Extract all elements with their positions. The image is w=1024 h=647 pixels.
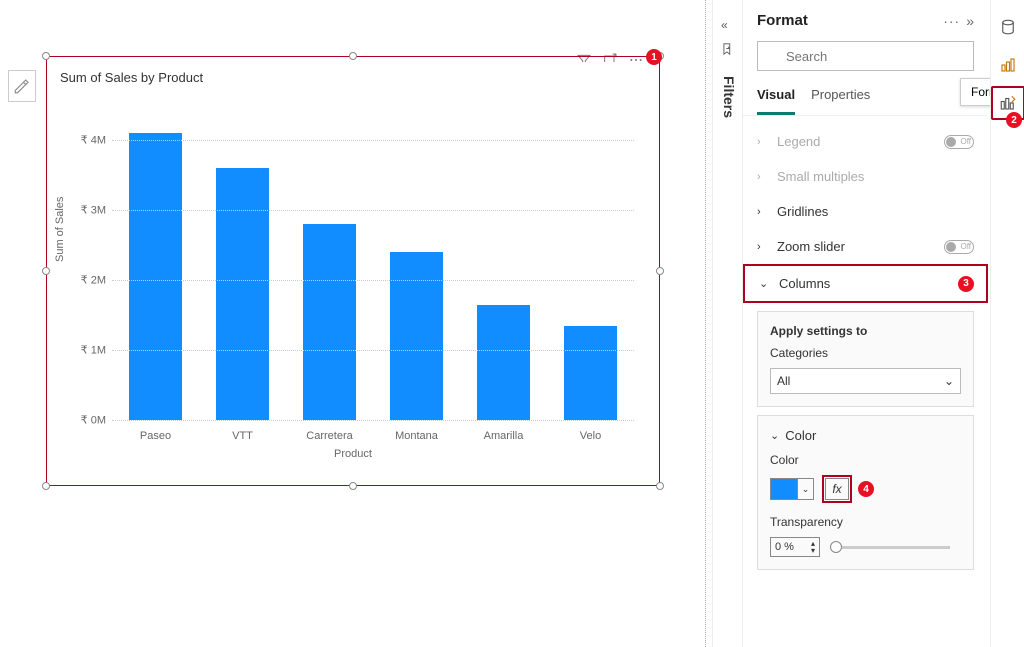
y-tick-label: ₹ 3M [81,204,106,217]
gridline [112,420,634,421]
x-tick-label: Velo [547,430,634,442]
tab-properties[interactable]: Properties [811,87,870,115]
pane-title: Format [757,12,943,29]
resize-handle[interactable] [656,267,664,275]
resize-handle[interactable] [349,52,357,60]
callout-4: 4 [858,481,874,497]
color-label: Color [770,453,961,467]
right-rail: 2 [990,0,1024,647]
filters-pane-collapsed[interactable]: « Filters [712,0,742,647]
categories-label: Categories [770,346,961,360]
section-label: Legend [777,134,820,149]
bar[interactable] [303,224,355,420]
section-columns[interactable]: ⌄ Columns 3 [743,264,988,303]
format-pane: Format ··· » Visual Properties Format › … [742,0,988,647]
section-gridlines[interactable]: › Gridlines [743,194,988,229]
search-input[interactable] [757,41,974,71]
bar[interactable] [390,252,442,420]
y-tick-label: ₹ 0M [81,414,106,427]
bar-column: Amarilla [460,112,547,420]
chart-visual-container[interactable]: Sum of Sales by Product Sum of Sales ₹ 0… [46,56,660,486]
callout-2: 2 [1006,112,1022,128]
bar-column: Montana [373,112,460,420]
gridline [112,280,634,281]
resize-handle[interactable] [42,267,50,275]
dropdown-value: All [777,374,790,388]
chevron-down-icon: ⌄ [770,429,779,442]
y-tick-label: ₹ 1M [81,344,106,357]
rail-build-icon[interactable] [991,48,1024,82]
tab-visual[interactable]: Visual [757,87,795,115]
section-label: Zoom slider [777,239,845,254]
x-tick-label: VTT [199,430,286,442]
chart-title: Sum of Sales by Product [52,62,654,89]
section-label: Small multiples [777,169,864,184]
color-header: Color [785,428,816,443]
chevron-right-icon: › [757,241,771,253]
bar-column: Paseo [112,112,199,420]
section-label: Gridlines [777,204,828,219]
x-tick-label: Montana [373,430,460,442]
x-tick-label: Amarilla [460,430,547,442]
color-card: ⌄ Color Color ⌄ fx 4 Transparency [757,415,974,570]
bar-column: Carretera [286,112,373,420]
apply-settings-title: Apply settings to [770,324,961,338]
callout-1: 1 [646,49,662,65]
chevron-down-icon: ⌄ [797,479,813,499]
transparency-spinner[interactable]: 0 % ▴▾ [770,537,820,557]
bar-column: Velo [547,112,634,420]
bar[interactable] [477,305,529,421]
gridline [112,140,634,141]
section-label: Columns [779,276,830,291]
rail-data-icon[interactable] [991,10,1024,44]
toggle-off[interactable]: Off [944,240,974,254]
gridline [112,210,634,211]
bar[interactable] [216,168,268,420]
transparency-slider[interactable] [830,546,950,549]
bar-chart: Sum of Sales by Product Sum of Sales ₹ 0… [52,62,654,480]
pane-more-icon[interactable]: ··· [943,13,960,29]
section-small-multiples[interactable]: › Small multiples [743,159,988,194]
bar[interactable] [564,326,616,421]
resize-handle[interactable] [349,482,357,490]
resize-handle[interactable] [42,482,50,490]
toggle-off[interactable]: Off [944,135,974,149]
section-legend[interactable]: › Legend Off [743,124,988,159]
x-tick-label: Paseo [112,430,199,442]
gridline [112,350,634,351]
resize-handle[interactable] [656,482,664,490]
y-tick-label: ₹ 2M [81,274,106,287]
chevron-right-icon: › [757,171,771,183]
filters-label: Filters [721,76,737,118]
apply-settings-card: Apply settings to Categories All ⌄ [757,311,974,407]
callout-3: 3 [958,276,974,292]
color-picker[interactable]: ⌄ [770,478,814,500]
bookmark-arrow-icon[interactable] [721,42,735,61]
section-zoom-slider[interactable]: › Zoom slider Off [743,229,988,264]
resize-handle[interactable] [42,52,50,60]
x-tick-label: Carretera [286,430,373,442]
transparency-label: Transparency [770,515,961,529]
categories-dropdown[interactable]: All ⌄ [770,368,961,394]
pane-collapse-icon[interactable]: » [966,13,974,29]
chevron-down-icon: ⌄ [944,374,954,388]
y-tick-label: ₹ 4M [81,134,106,147]
paint-format-button[interactable] [8,70,36,102]
fx-button[interactable]: fx [825,478,849,500]
expand-chevron-icon[interactable]: « [721,18,728,32]
bar[interactable] [129,133,181,420]
chevron-right-icon: › [757,206,771,218]
x-axis-label: Product [52,448,654,460]
chevron-down-icon: ⌄ [759,277,773,290]
bar-column: VTT [199,112,286,420]
chevron-right-icon: › [757,136,771,148]
